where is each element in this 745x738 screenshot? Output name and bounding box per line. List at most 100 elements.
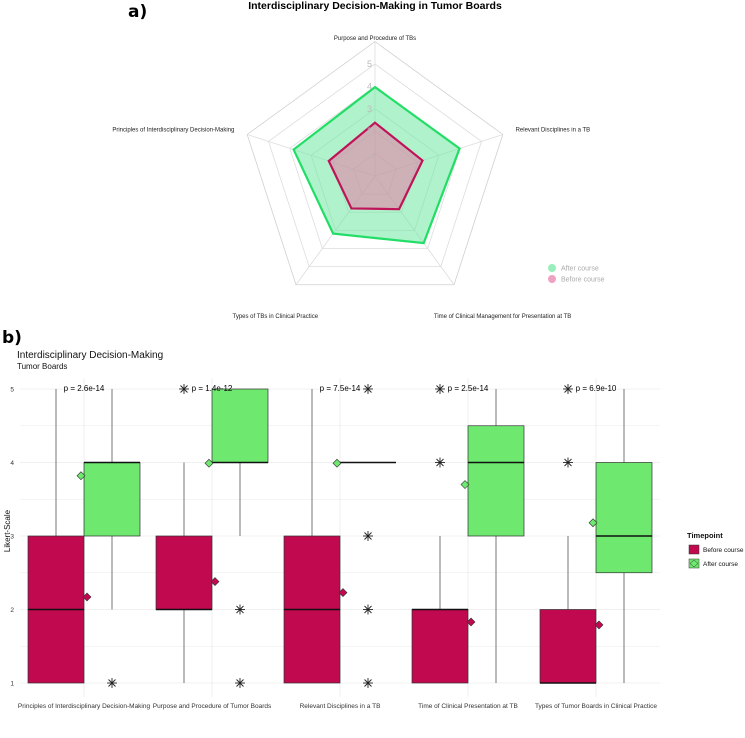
x-tick-principles-of-interdisciplinary-decision-making: Principles of Interdisciplinary Decision… <box>18 703 151 710</box>
radar-ticks: 1 2 3 4 5 <box>367 59 372 159</box>
panel-label-a: a) <box>128 2 147 22</box>
boxplot-panel: b) Interdisciplinary Decision-Making Tum… <box>2 328 744 710</box>
outlier-stroke <box>364 385 372 393</box>
radar-tick-4: 4 <box>367 81 372 91</box>
mean-after-course-4 <box>460 480 470 489</box>
outlier-stroke <box>108 679 116 687</box>
y-axis-label: Likert-Scale <box>3 509 12 552</box>
legend-key-box <box>688 544 700 555</box>
mean-before-course-5 <box>594 620 604 630</box>
mean-after-course-3 <box>332 458 342 468</box>
box-body <box>467 425 525 537</box>
outlier <box>235 604 245 615</box>
y-tick-4: 4 <box>10 460 14 467</box>
outlier <box>363 384 373 394</box>
boxplot-title: Interdisciplinary Decision-Making <box>17 350 163 361</box>
boxplot-legend: Timepoint Before course After course <box>687 531 744 569</box>
box-before-course-3 <box>283 389 341 684</box>
radar-axis-label-4: Types of TBs in Clinical Practice <box>233 314 319 320</box>
mean-before-course-3 <box>338 588 348 598</box>
outlier <box>179 384 189 394</box>
outlier <box>363 604 373 615</box>
box-body <box>155 535 213 610</box>
p-value-1: p = 2.6e-14 <box>64 384 105 393</box>
mean-after-course-1 <box>76 471 86 481</box>
outlier-stroke <box>436 458 444 467</box>
radar-tick-5: 5 <box>367 59 372 69</box>
radar-legend: After course Before course <box>548 264 605 284</box>
box-body <box>595 462 653 574</box>
x-tick-relevant-disciplines-in-a-tb: Relevant Disciplines in a TB <box>300 703 381 710</box>
x-tick-time-of-clinical-presentation-at-tb: Time of Clinical Presentation at TB <box>418 703 518 710</box>
radar-panel: a) Interdisciplinary Decision-Making in … <box>112 0 604 320</box>
outlier <box>235 678 245 688</box>
radar-axis-labels: Purpose and Procedure of TBs Relevant Dis… <box>112 36 590 320</box>
outlier <box>563 384 573 394</box>
box-before-course-5 <box>539 384 597 684</box>
outlier-stroke <box>564 385 572 393</box>
box-body <box>83 462 141 537</box>
p-values: p = 2.6e-14 p = 1.4e-12 p = 7.5e-14 p = 2.5… <box>64 384 617 393</box>
mean-before-course-4 <box>466 617 476 627</box>
outlier-stroke <box>564 458 572 467</box>
y-tick-2: 2 <box>10 607 14 614</box>
radar-tick-2: 2 <box>367 126 372 136</box>
legend-title: Timepoint <box>687 531 723 540</box>
box-after-course-2 <box>211 388 269 688</box>
panel-label-b: b) <box>2 328 22 348</box>
boxplot-subtitle: Tumor Boards <box>17 362 67 371</box>
outlier <box>363 531 373 541</box>
outlier-stroke <box>236 605 244 614</box>
legend-after-course-label: After course <box>561 266 599 273</box>
boxplot-marks <box>27 384 653 688</box>
outlier <box>363 678 373 688</box>
outlier-stroke <box>180 385 188 393</box>
x-tick-types-of-tumor-boards-in-clinical-practice: Types of Tumor Boards in Clinical Practi… <box>535 703 657 710</box>
radar-title: Interdisciplinary Decision-Making in Tum… <box>248 0 502 12</box>
outlier-stroke <box>364 679 372 687</box>
legend-before-course-swatch <box>548 275 556 283</box>
outlier <box>107 678 117 688</box>
box-before-course-1 <box>27 389 85 684</box>
y-tick-1: 1 <box>10 680 14 687</box>
radar-grid-ring <box>268 63 482 268</box>
box-before-course-4 <box>411 384 469 684</box>
radar-series-before-course <box>327 121 424 211</box>
box-before-course-2 <box>155 384 213 683</box>
outlier <box>435 457 445 468</box>
y-tick-5: 5 <box>10 386 14 393</box>
box-body <box>539 609 597 684</box>
radar-series <box>292 85 461 245</box>
p-value-2: p = 1.4e-12 <box>192 384 233 393</box>
x-tick-purpose-and-procedure-of-tumor-boards: Purpose and Procedure of Tumor Boards <box>153 703 272 710</box>
legend-label-after-course: After course <box>703 561 738 568</box>
p-value-3: p = 7.5e-14 <box>320 384 361 393</box>
outlier <box>435 384 445 394</box>
radar-tick-1: 1 <box>367 149 372 159</box>
legend-key-before-course <box>688 544 700 555</box>
outlier <box>563 457 573 468</box>
outlier-stroke <box>364 605 372 614</box>
outlier-stroke <box>236 679 244 687</box>
box-body <box>211 388 269 463</box>
box-after-course-1 <box>83 389 141 688</box>
radar-axis-label-1: Purpose and Procedure of TBs <box>334 36 416 42</box>
mean-before-course-1 <box>82 592 92 602</box>
x-tick-labels: Principles of Interdisciplinary Decision… <box>18 703 658 710</box>
radar-tick-3: 3 <box>367 104 372 114</box>
box-body <box>411 609 469 684</box>
legend-key-diamond <box>689 559 699 568</box>
p-value-5: p = 6.9e-10 <box>576 384 617 393</box>
legend-before-course-label: Before course <box>561 277 605 284</box>
box-after-course-3 <box>340 384 396 688</box>
mean-before-course-2 <box>210 577 220 586</box>
p-value-4: p = 2.5e-14 <box>448 384 489 393</box>
y-tick-labels: 1 2 3 4 5 <box>10 386 14 687</box>
outlier-stroke <box>364 532 372 540</box>
mean-after-course-5 <box>588 518 598 528</box>
radar-grid-ring <box>246 41 504 286</box>
radar-axis-label-5: Principles of Interdisciplinary Decision… <box>112 127 234 133</box>
radar-axis-label-2: Relevant Disciplines in a TB <box>516 127 591 133</box>
y-tick-3: 3 <box>10 533 14 540</box>
